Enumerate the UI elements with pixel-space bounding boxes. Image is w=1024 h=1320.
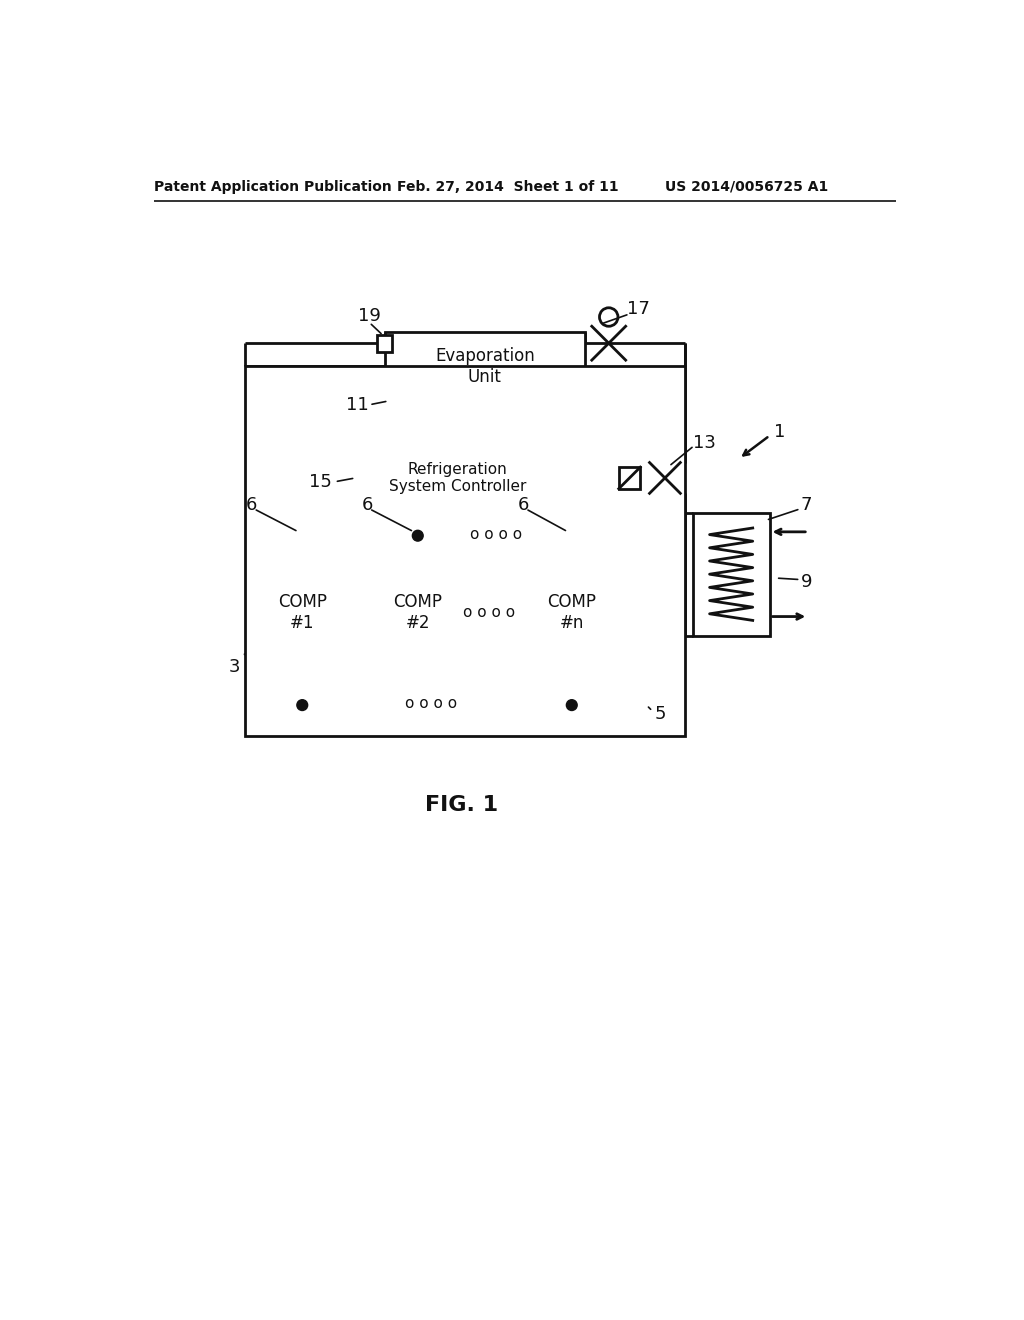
Bar xyxy=(692,512,770,636)
Bar xyxy=(354,451,562,506)
Text: o o o o: o o o o xyxy=(404,696,457,711)
Text: 1: 1 xyxy=(773,422,784,441)
Bar xyxy=(377,335,392,351)
Text: o o o o: o o o o xyxy=(470,527,522,541)
Text: 3: 3 xyxy=(228,657,240,676)
Text: Evaporation
Unit: Evaporation Unit xyxy=(435,347,535,385)
Bar xyxy=(256,552,348,675)
Text: FIG. 1: FIG. 1 xyxy=(425,795,499,816)
Text: 17: 17 xyxy=(628,300,650,318)
Text: 19: 19 xyxy=(357,308,381,325)
Text: US 2014/0056725 A1: US 2014/0056725 A1 xyxy=(665,180,828,194)
Bar xyxy=(245,367,685,737)
Text: 15: 15 xyxy=(309,473,333,491)
Text: 5: 5 xyxy=(654,705,666,723)
Text: COMP
#1: COMP #1 xyxy=(278,593,327,632)
Text: 6: 6 xyxy=(246,496,257,513)
Text: COMP
#2: COMP #2 xyxy=(393,593,442,632)
Text: COMP
#n: COMP #n xyxy=(547,593,596,632)
Text: Feb. 27, 2014  Sheet 1 of 11: Feb. 27, 2014 Sheet 1 of 11 xyxy=(397,180,618,194)
Text: 13: 13 xyxy=(692,434,716,453)
Bar xyxy=(618,467,640,488)
Bar xyxy=(525,552,617,675)
Circle shape xyxy=(566,700,578,710)
Circle shape xyxy=(413,531,423,541)
Bar xyxy=(617,599,631,626)
Text: 9: 9 xyxy=(801,573,812,591)
Text: 11: 11 xyxy=(346,396,369,413)
Text: 6: 6 xyxy=(361,496,373,513)
Text: Patent Application Publication: Patent Application Publication xyxy=(155,180,392,194)
Bar xyxy=(464,599,476,626)
Text: o o o o: o o o o xyxy=(463,605,515,620)
Text: 6: 6 xyxy=(518,496,529,513)
Circle shape xyxy=(297,700,307,710)
Bar xyxy=(372,552,464,675)
Text: Refrigeration
System Controller: Refrigeration System Controller xyxy=(389,462,526,494)
Text: 7: 7 xyxy=(801,496,812,513)
Bar xyxy=(385,331,585,401)
